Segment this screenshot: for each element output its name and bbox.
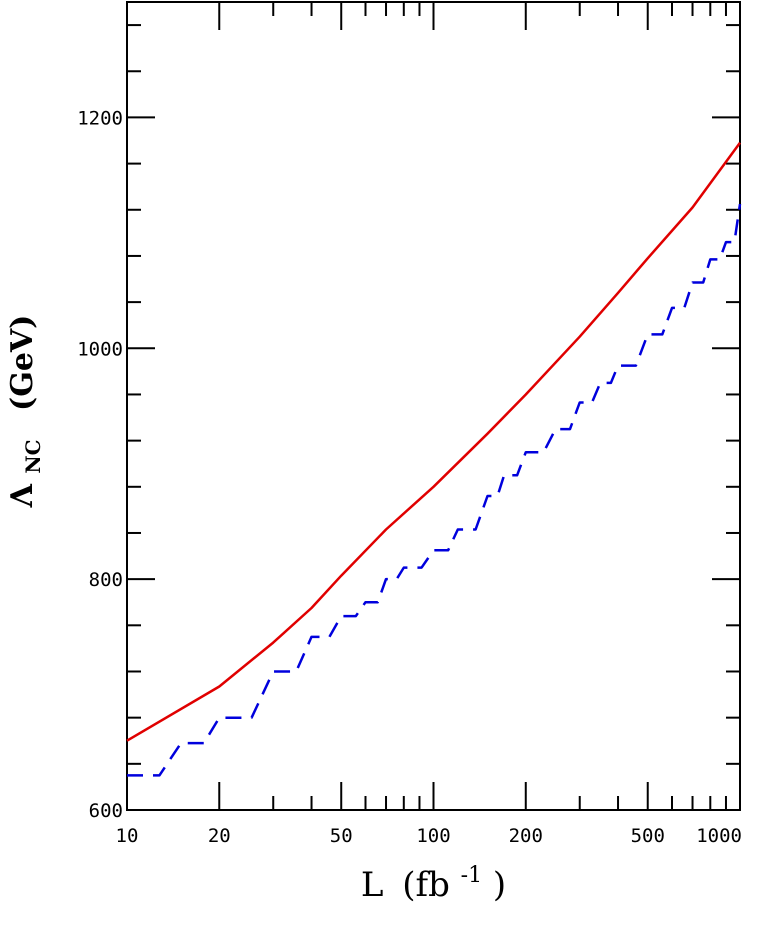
y-tick-label: 800 [89, 569, 123, 591]
x-axis-unit-exponent: -1 [461, 863, 482, 888]
x-axis-unit-close: ) [493, 865, 506, 905]
x-tick-label: 20 [208, 825, 231, 847]
y-axis-title: Λ NC (GeV) [5, 315, 48, 509]
series-group [126, 142, 742, 777]
y-tick-label: 1200 [77, 107, 123, 129]
x-axis-unit: (fb [402, 865, 450, 905]
y-tick-label: 600 [89, 800, 123, 822]
x-tick-label: 10 [116, 825, 139, 847]
x-tick-label: 200 [509, 825, 543, 847]
x-tick-label: 50 [330, 825, 353, 847]
x-tick-label: 1000 [696, 825, 742, 847]
axis-ticks [126, 2, 741, 811]
y-axis-subscript: NC [21, 439, 45, 473]
axis-tick-labels: 10 20 50 100 200 500 1000 600 800 1000 1200 [77, 107, 742, 847]
x-axis-label: L [361, 865, 384, 905]
y-axis-unit: (GeV) [5, 315, 40, 411]
y-tick-label: 1000 [77, 338, 123, 360]
x-axis-title: L (fb -1 ) [361, 851, 506, 905]
series-line-solid [126, 142, 742, 742]
x-tick-label: 500 [631, 825, 665, 847]
x-tick-label: 100 [416, 825, 450, 847]
series-line-dashed [127, 203, 742, 777]
plot-frame [126, 1, 741, 811]
y-axis-symbol: Λ [5, 483, 40, 508]
